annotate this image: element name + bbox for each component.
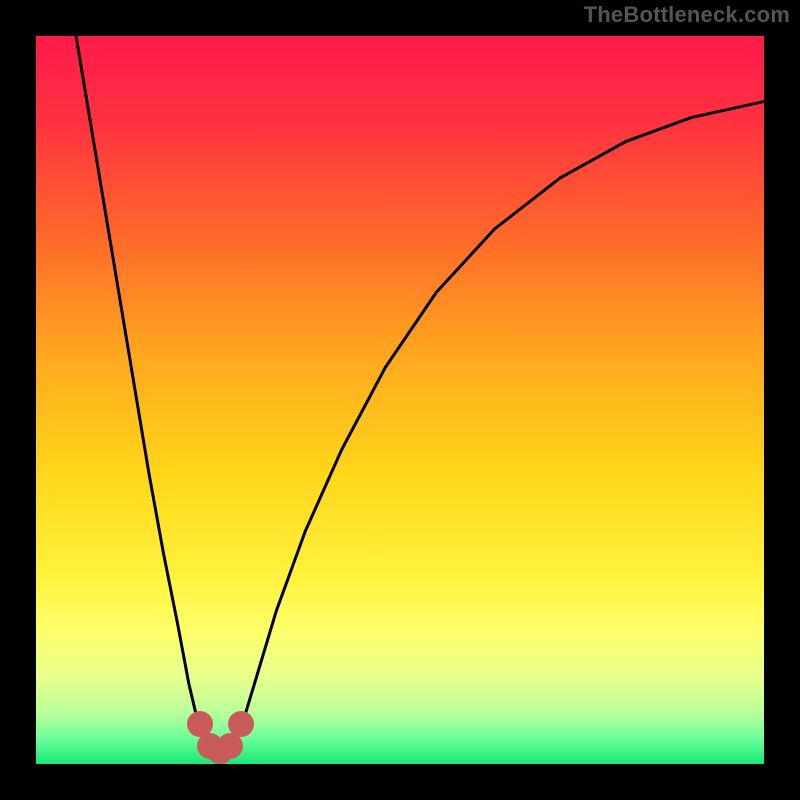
bottleneck-curve [76, 36, 764, 754]
watermark-text: TheBottleneck.com [584, 2, 790, 28]
chart-frame: TheBottleneck.com [0, 0, 800, 800]
min-marker [228, 711, 254, 737]
curve-svg [36, 36, 764, 764]
plot-area [36, 36, 764, 764]
